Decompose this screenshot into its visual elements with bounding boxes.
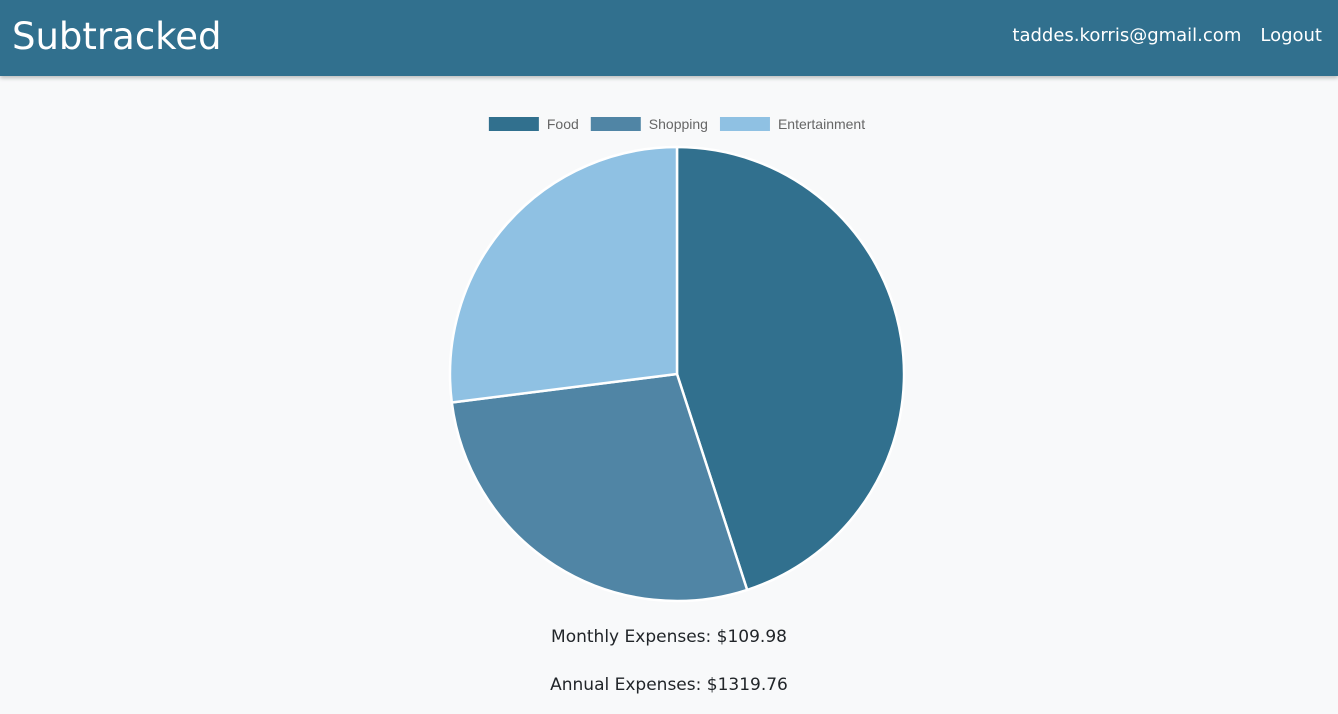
legend-item-food[interactable]: Food [488, 116, 579, 132]
chart-legend: Food Shopping Entertainment [488, 116, 865, 132]
legend-label: Entertainment [778, 116, 865, 132]
monthly-expenses-text: Monthly Expenses: $109.98 [551, 627, 787, 647]
legend-swatch [590, 117, 641, 131]
brand-logo[interactable]: Subtracked [12, 15, 222, 58]
legend-label: Shopping [649, 116, 708, 132]
pie-slice-food[interactable] [675, 145, 906, 592]
legend-label: Food [547, 116, 579, 132]
pie-slices [448, 145, 906, 603]
legend-item-shopping[interactable]: Shopping [590, 116, 708, 132]
pie-chart: Food Shopping Entertainment [448, 116, 906, 603]
navbar-right: taddes.korris@gmail.com Logout [1012, 24, 1322, 48]
annual-expenses-text: Annual Expenses: $1319.76 [550, 675, 788, 695]
expense-chart: Food Shopping Entertainment [0, 76, 1338, 616]
pie-slice-entertainment[interactable] [448, 145, 679, 404]
user-email-link[interactable]: taddes.korris@gmail.com [1012, 25, 1242, 46]
navbar: Subtracked taddes.korris@gmail.com Logou… [0, 0, 1338, 76]
pie-slice-shopping[interactable] [450, 372, 749, 603]
legend-item-entertainment[interactable]: Entertainment [719, 116, 865, 132]
logout-link[interactable]: Logout [1260, 25, 1322, 46]
legend-swatch [488, 117, 539, 131]
legend-swatch [719, 117, 770, 131]
